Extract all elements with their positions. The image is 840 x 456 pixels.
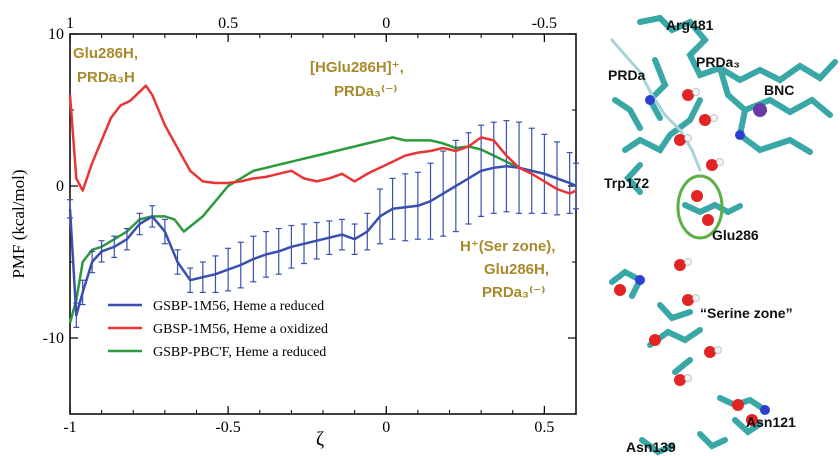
label-trp172: Trp172: [604, 175, 649, 191]
hydrogen-atom: [714, 346, 722, 354]
annotation-prda3h: PRDa₃H: [77, 69, 135, 86]
annotation-prda3-minus-2: PRDa₃⁽⁻⁾: [482, 284, 546, 301]
y-axis-label: PMF (kcal/mol): [9, 169, 28, 278]
label-prda: PRDa: [608, 67, 646, 83]
upper-heme-bonds: [612, 14, 838, 195]
oxygen-atom: [691, 190, 703, 202]
label-bnc: BNC: [764, 82, 794, 98]
x-tick-label: -0.5: [215, 419, 240, 436]
oxygen-atom: [746, 414, 758, 426]
hydrogen-atom: [692, 88, 700, 96]
annotation-glu286h: Glu286H,: [73, 45, 138, 62]
nitrogen-atom: [760, 405, 770, 415]
oxygen-atom: [674, 134, 686, 146]
annotation-h-ser-zone: H⁺(Ser zone),: [460, 238, 555, 255]
legend-label-red: GBSP-1M56, Heme a oxidized: [153, 322, 328, 337]
oxygen-atom: [649, 334, 661, 346]
label-asn139: Asn139: [626, 439, 676, 455]
top-tick-label: 0.5: [218, 15, 238, 32]
molecule-labels: Arg481 PRDa PRDa₃ BNC Trp172 Glu286 “Ser…: [604, 17, 796, 455]
oxygen-atom: [682, 89, 694, 101]
hydrogen-atom: [684, 258, 692, 266]
molecule-atoms: [614, 88, 770, 426]
series-line: [68, 84, 577, 195]
oxygen-atom: [682, 294, 694, 306]
axis-ticks: -1 -0.5 0 0.5 1 0.5 0 -0.5 10 0 -10: [43, 15, 577, 436]
label-prda3: PRDa₃: [696, 54, 740, 70]
oxygen-atom: [614, 284, 626, 296]
oxygen-atom: [704, 346, 716, 358]
oxygen-atom: [674, 259, 686, 271]
top-tick-label: 0: [382, 15, 390, 32]
label-asn121: Asn121: [746, 414, 796, 430]
series-line: [68, 136, 577, 324]
label-serine-zone: “Serine zone”: [700, 305, 793, 321]
oxygen-atom: [674, 374, 686, 386]
iron-atom: [753, 103, 767, 117]
nitrogen-atom: [735, 130, 745, 140]
y-tick-label: 10: [48, 26, 64, 43]
oxygen-atom: [699, 114, 711, 126]
oxygen-atom: [732, 399, 744, 411]
nitrogen-atom: [635, 275, 645, 285]
legend-label-blue: GSBP-1M56, Heme a reduced: [153, 299, 324, 314]
x-tick-label: 0: [382, 419, 390, 436]
hydrogen-atom: [710, 114, 718, 122]
x-tick-label: -1: [63, 419, 76, 436]
annotation-prda3-minus: PRDa₃⁽⁻⁾: [334, 83, 398, 100]
pmf-chart: -1 -0.5 0 0.5 1 0.5 0 -0.5 10 0 -10 PMF (kcal/mol)…: [9, 15, 579, 450]
oxygen-atom: [706, 159, 718, 171]
oxygen-atom: [702, 214, 714, 226]
molecular-structure-image: Arg481 PRDa PRDa₃ BNC Trp172 Glu286 “Ser…: [604, 14, 838, 456]
top-tick-label: -0.5: [532, 15, 557, 32]
y-tick-label: -10: [43, 330, 64, 347]
x-tick-label: 0.5: [534, 419, 554, 436]
nitrogen-atom: [645, 95, 655, 105]
top-tick-label: 1: [66, 15, 74, 32]
series-line: [68, 164, 577, 317]
hydrogen-atom: [716, 158, 724, 166]
prda-chain: [610, 38, 702, 172]
annotation-hglu286h: [HGlu286H]⁺,: [310, 59, 404, 76]
hydrogen-atom: [684, 374, 692, 382]
legend: GSBP-1M56, Heme a reduced GBSP-1M56, Hem…: [108, 299, 328, 360]
hydrogen-atom: [692, 294, 700, 302]
legend-label-green: GSBP-PBC'F, Heme a reduced: [153, 345, 326, 360]
label-arg481: Arg481: [666, 17, 714, 33]
x-axis-label: ζ: [316, 428, 324, 450]
y-tick-label: 0: [56, 178, 64, 195]
hydrogen-atom: [684, 134, 692, 142]
series-layer: [67, 84, 579, 328]
label-glu286: Glu286: [712, 227, 759, 243]
annotation-glu286h-2: Glu286H,: [484, 261, 549, 278]
glu286-highlight-ring: [676, 174, 724, 240]
glu286-bonds: [682, 201, 743, 216]
